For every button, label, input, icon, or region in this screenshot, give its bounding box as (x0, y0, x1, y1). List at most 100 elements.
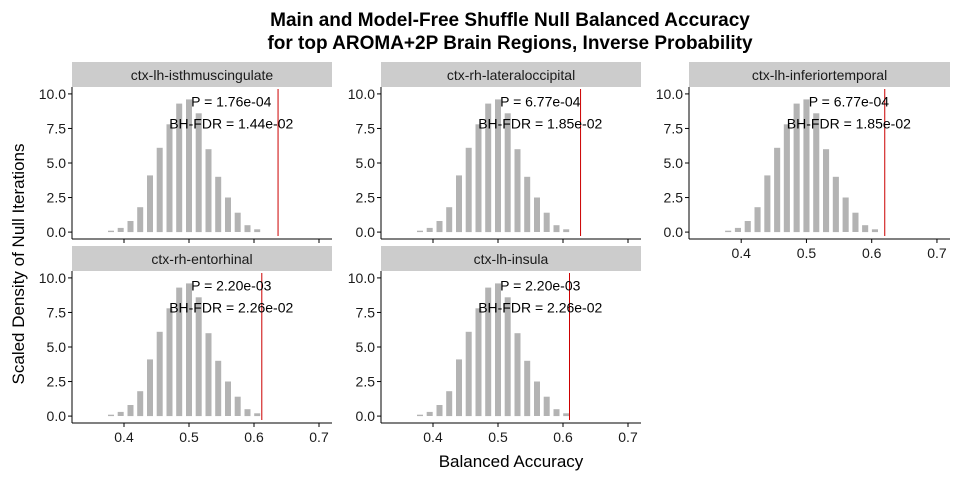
histogram-bar (553, 225, 560, 233)
histogram-bar (764, 175, 771, 233)
x-tick-label: 0.4 (731, 245, 751, 261)
histogram-bar (147, 359, 153, 417)
facet-panel-ctx-lh-inferiortemporal: ctx-lh-inferiortemporal P = 6.77e-04 BH-FD… (656, 62, 950, 261)
histogram-bar (426, 227, 433, 232)
histogram-bar (176, 103, 183, 233)
histogram-bar (563, 413, 570, 417)
histogram-bar (475, 308, 482, 417)
histogram-bar (725, 230, 732, 233)
histogram-bar (225, 381, 231, 416)
histogram-bar (254, 229, 261, 233)
histogram-bar (186, 283, 192, 417)
histogram-bar (862, 225, 869, 233)
histogram-bar (195, 113, 202, 233)
facet-panel-ctx-lh-insula: ctx-lh-insula P = 2.20e-03 BH-FDR = 2.26e-… (348, 246, 641, 445)
histogram-bar (244, 409, 251, 417)
histogram-bar (417, 414, 423, 417)
p-value-label: P = 1.76e-04 (191, 93, 272, 109)
histogram-bar (734, 227, 741, 232)
histogram-bar (543, 396, 550, 416)
histogram-bar (234, 396, 241, 416)
histogram-bar (534, 197, 540, 232)
x-tick-label: 0.6 (244, 429, 264, 445)
y-axis-title: Scaled Density of Null Iterations (9, 144, 28, 385)
y-tick-label: 10.0 (39, 86, 66, 102)
y-tick-label: 2.5 (47, 374, 67, 390)
histogram-bar (127, 221, 134, 233)
x-tick-label: 0.4 (114, 429, 134, 445)
histogram-bar (514, 149, 521, 233)
histogram-bar (446, 391, 453, 417)
x-tick-label: 0.6 (862, 245, 882, 261)
histogram-bar (205, 333, 212, 417)
bh-fdr-label: BH-FDR = 1.85e-02 (787, 115, 911, 131)
histogram-bar (793, 103, 800, 233)
histogram-bar (871, 229, 878, 233)
chart-title-line-2: for top AROMA+2P Brain Regions, Inverse … (267, 33, 753, 54)
histogram-bar (176, 287, 183, 417)
histogram-bar (813, 113, 820, 233)
histogram-bar (504, 113, 511, 233)
y-tick-label: 5.0 (356, 155, 376, 171)
bh-fdr-label: BH-FDR = 2.26e-02 (169, 299, 293, 315)
bh-fdr-label: BH-FDR = 1.44e-02 (169, 115, 293, 131)
x-tick-label: 0.6 (553, 429, 573, 445)
facet-strip-label: ctx-lh-inferiortemporal (752, 67, 887, 83)
histogram-bar (553, 409, 560, 417)
p-value-label: P = 6.77e-04 (500, 93, 581, 109)
histogram-bar (803, 99, 810, 233)
y-tick-label: 5.0 (47, 339, 67, 355)
facet-panels: ctx-lh-isthmuscingulate P = 1.76e-04 BH-FD… (39, 62, 950, 445)
histogram-bar (186, 99, 192, 233)
chart-title-line-1: Main and Model-Free Shuffle Null Balance… (270, 10, 750, 31)
facet-strip-label: ctx-lh-isthmuscingulate (131, 67, 274, 83)
p-value-label: P = 6.77e-04 (809, 93, 890, 109)
histogram-bar (117, 411, 124, 416)
y-tick-label: 7.5 (47, 120, 67, 136)
histogram-bar (436, 405, 443, 417)
histogram-bar (254, 413, 261, 417)
histogram-bar (446, 207, 453, 233)
y-tick-label: 10.0 (39, 270, 66, 286)
y-tick-label: 0.0 (664, 224, 684, 240)
x-tick-label: 0.4 (423, 429, 443, 445)
histogram-bar (117, 227, 124, 232)
facet-strip (381, 246, 641, 271)
histogram-bar (534, 381, 540, 416)
histogram-bar (744, 221, 751, 233)
histogram-bar (244, 225, 251, 233)
facet-strip-label: ctx-rh-lateraloccipital (447, 67, 575, 83)
histogram-bar (465, 147, 472, 233)
histogram-bar (436, 221, 443, 233)
facet-strip (689, 62, 950, 87)
y-tick-label: 5.0 (356, 339, 376, 355)
histogram-bar (147, 175, 153, 233)
x-tick-label: 0.7 (618, 429, 638, 445)
histogram-bar (754, 207, 761, 233)
y-tick-label: 2.5 (356, 190, 376, 206)
histogram-bar (456, 359, 462, 417)
x-tick-label: 0.5 (488, 429, 508, 445)
histogram-bar (225, 197, 231, 232)
y-tick-label: 2.5 (47, 190, 67, 206)
x-tick-label: 0.5 (797, 245, 817, 261)
histogram-bar (166, 308, 173, 417)
histogram-bar (234, 212, 241, 232)
histogram-bar (495, 283, 501, 417)
y-tick-label: 7.5 (356, 120, 376, 136)
y-tick-label: 7.5 (47, 304, 67, 320)
facet-panel-ctx-rh-entorhinal: ctx-rh-entorhinal P = 2.20e-03 BH-FDR = 2.… (39, 246, 332, 445)
x-tick-label: 0.5 (179, 429, 199, 445)
p-value-label: P = 2.20e-03 (500, 277, 581, 293)
histogram-bar (166, 124, 173, 233)
histogram-bar (127, 405, 134, 417)
bh-fdr-label: BH-FDR = 2.26e-02 (478, 299, 602, 315)
y-tick-label: 10.0 (348, 270, 375, 286)
y-tick-label: 0.0 (356, 224, 376, 240)
y-tick-label: 0.0 (47, 408, 67, 424)
y-tick-label: 7.5 (664, 120, 684, 136)
y-tick-label: 10.0 (348, 86, 375, 102)
histogram-bar (495, 99, 501, 233)
histogram-bar (156, 147, 163, 233)
histogram-bar (215, 360, 222, 417)
